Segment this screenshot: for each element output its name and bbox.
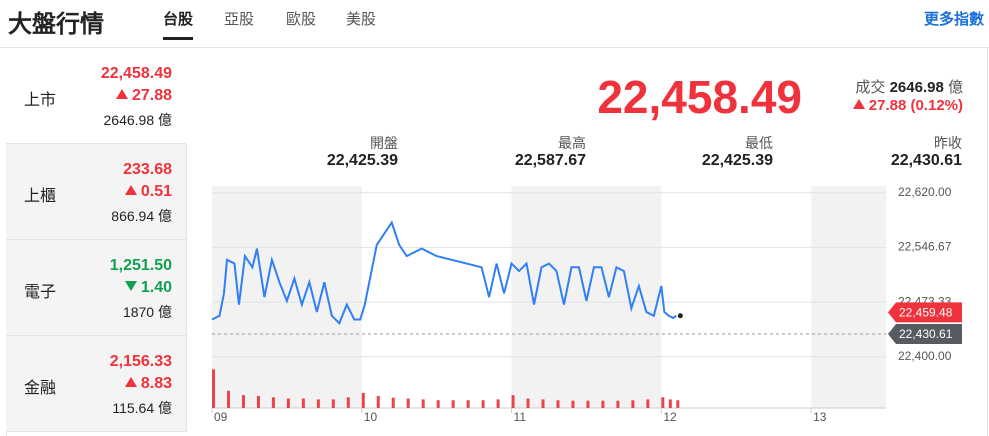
index-price: 22,458.49 — [100, 65, 172, 82]
volume-bar — [346, 397, 350, 408]
stat-value: 22,430.61 — [890, 152, 962, 169]
stat-label: 最高 — [558, 135, 586, 151]
volume-bar — [526, 398, 530, 408]
index-change: 0.51 — [124, 183, 172, 201]
change-text: 1.40 — [140, 279, 172, 296]
volume-bar — [451, 400, 455, 408]
x-tick-label: 13 — [813, 410, 827, 424]
volume-bar — [616, 400, 620, 408]
volume-bar — [481, 400, 485, 408]
volume-bar — [541, 399, 545, 408]
x-tick-label: 11 — [514, 410, 527, 424]
index-name: 金融 — [24, 380, 57, 397]
index-change: 1.40 — [124, 279, 172, 297]
volume-bar — [586, 400, 590, 408]
index-volume: 115.64 億 — [112, 400, 172, 416]
x-tick-label: 12 — [663, 410, 677, 424]
index-change: 27.88 — [115, 87, 172, 105]
volume-bar — [301, 398, 305, 408]
index-price: 233.68 — [123, 161, 172, 178]
index-row[interactable] — [6, 48, 186, 144]
volume-bar — [406, 398, 410, 408]
stat-value: 22,587.67 — [514, 152, 586, 169]
volume-bar — [661, 397, 665, 408]
volume-bar — [556, 400, 560, 408]
volume-bar — [646, 399, 650, 408]
index-name: 上櫃 — [24, 188, 57, 205]
volume-bar — [668, 399, 672, 408]
price-tag — [888, 302, 962, 323]
volume-line: 成交 2646.98 億 — [855, 76, 963, 97]
more-link[interactable]: 更多指數 — [923, 11, 984, 28]
volume-bar — [571, 400, 575, 408]
price-line — [211, 220, 677, 326]
index-row[interactable] — [6, 240, 187, 336]
volume-unit: 億 — [947, 79, 963, 96]
volume-bar — [271, 397, 275, 408]
index-row[interactable] — [6, 144, 187, 240]
tab[interactable]: 亞股 — [224, 11, 255, 28]
change-text: 8.83 — [140, 375, 172, 392]
volume-bar — [286, 398, 290, 408]
index-name: 電子 — [24, 284, 57, 301]
day-band — [811, 186, 886, 408]
change-text: 0.51 — [140, 183, 172, 200]
stat-value: 22,425.39 — [326, 152, 398, 169]
volume-value: 2646.98 — [889, 79, 944, 96]
big-price: 22,458.49 — [597, 71, 802, 123]
stat-value: 22,425.39 — [701, 152, 773, 169]
last-point — [677, 313, 683, 319]
index-price: 1,251.50 — [109, 257, 172, 274]
x-tick-label: 10 — [364, 410, 378, 424]
volume-bar — [331, 399, 335, 408]
volume-bar — [676, 400, 680, 408]
volume-bar — [496, 399, 500, 408]
index-volume: 2646.98 億 — [103, 112, 173, 128]
price-tag-label: 22,430.61 — [899, 327, 953, 341]
volume-bar — [631, 400, 635, 408]
day-band — [212, 186, 362, 408]
y-tick-label: 22,400.00 — [898, 349, 952, 363]
x-tick-label: 09 — [214, 410, 228, 424]
volume-bar — [391, 397, 395, 408]
y-tick-label: 22,546.67 — [898, 240, 952, 254]
volume-label: 成交 — [855, 79, 886, 96]
change-text: 27.88 — [131, 87, 172, 104]
volume-bar — [421, 399, 425, 408]
volume-bar — [511, 395, 515, 408]
volume-bar — [361, 392, 365, 408]
volume-bar — [436, 400, 440, 408]
volume-bar — [601, 400, 605, 408]
tab[interactable]: 歐股 — [286, 11, 317, 28]
price-tag-label: 22,459.48 — [899, 306, 953, 320]
summary-change: 27.88 (0.12%) — [852, 97, 963, 114]
index-row[interactable] — [6, 336, 187, 432]
index-price: 2,156.33 — [109, 353, 172, 370]
volume-bar — [226, 390, 230, 408]
index-name: 上市 — [24, 92, 57, 109]
tab[interactable]: 美股 — [346, 11, 377, 28]
change-text: 27.88 (0.12%) — [868, 97, 963, 114]
index-volume: 1870 億 — [122, 304, 172, 320]
price-tag — [888, 323, 962, 344]
index-change: 8.83 — [124, 375, 172, 393]
y-tick-label: 22,620.00 — [898, 185, 952, 199]
index-volume: 866.94 億 — [111, 208, 172, 224]
stat-label: 開盤 — [370, 135, 398, 151]
stat-label: 最低 — [745, 135, 773, 151]
volume-bar — [256, 395, 260, 408]
stat-label: 昨收 — [934, 135, 962, 151]
volume-bar — [241, 395, 245, 408]
page-title: 大盤行情 — [8, 11, 104, 38]
tab[interactable]: 台股 — [163, 8, 194, 40]
volume-bar — [466, 400, 470, 408]
volume-bar — [376, 395, 380, 408]
volume-bar — [212, 369, 215, 408]
volume-bar — [316, 399, 320, 408]
